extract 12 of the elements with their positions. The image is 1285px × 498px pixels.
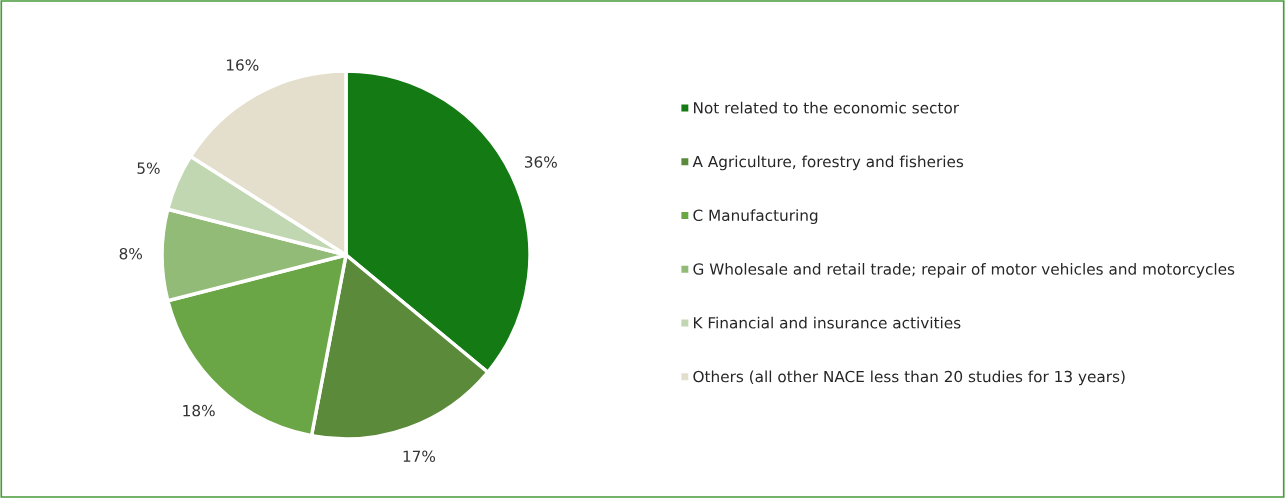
legend-label: K Financial and insurance activities bbox=[694, 316, 961, 329]
data-label: 8% bbox=[119, 247, 142, 260]
data-label: 17% bbox=[403, 450, 436, 462]
data-label: 36% bbox=[524, 156, 557, 168]
legend-label: A Agriculture, forestry and fisheries bbox=[692, 155, 964, 171]
data-label: 5% bbox=[137, 162, 160, 174]
data-label: 16% bbox=[226, 59, 259, 71]
legend-label: Others (all other NACE less than 20 studies for 13 years) bbox=[693, 370, 1125, 386]
legend-label: Not related to the economic sector bbox=[694, 101, 960, 114]
data-label: 18% bbox=[183, 404, 215, 417]
legend-label: C Manufacturing bbox=[693, 209, 818, 225]
legend-label: G Wholesale and retail trade; repair of motor vehicles and motorcycles bbox=[693, 262, 1235, 278]
